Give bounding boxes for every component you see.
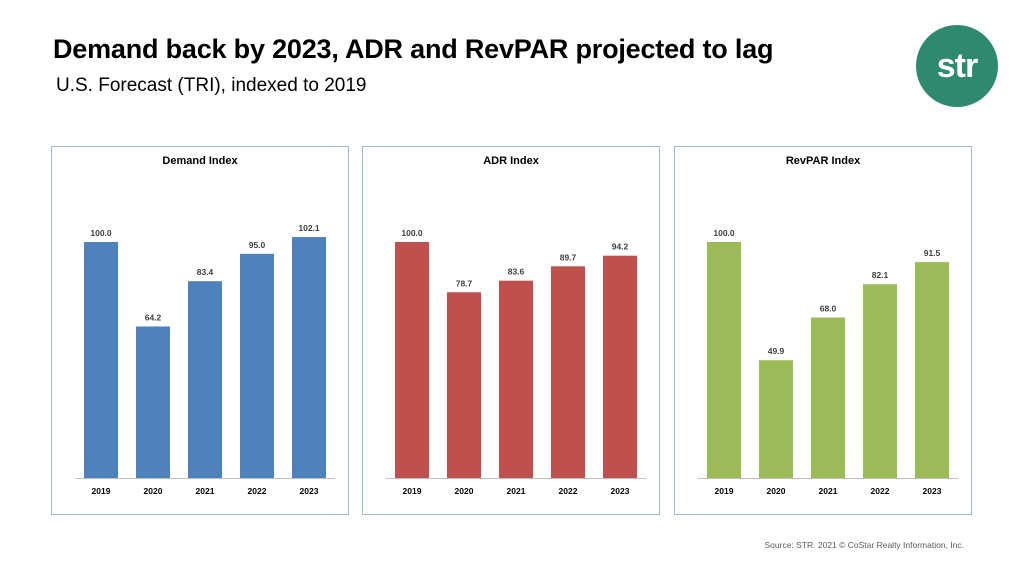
demand-chart: Demand Index 100.0 2019 64.2 2020 83.4 2021 95.… — [75, 155, 335, 496]
x-tick-2019: 2019 — [715, 486, 734, 496]
str-logo: str — [916, 25, 998, 107]
source-note: Source: STR. 2021 © CoStar Realty Inform… — [764, 540, 965, 550]
bar-2022 — [551, 266, 585, 478]
data-label-2020: 64.2 — [145, 312, 162, 322]
x-tick-2020: 2020 — [455, 486, 474, 496]
bar-2022 — [240, 253, 274, 478]
bar-2022 — [863, 284, 897, 478]
page-subtitle: U.S. Forecast (TRI), indexed to 2019 — [56, 75, 367, 96]
bar-2019 — [395, 242, 429, 478]
chart-title: RevPAR Index — [786, 155, 861, 167]
data-label-2021: 83.4 — [197, 267, 214, 277]
bar-2020 — [447, 292, 481, 478]
chart-title: ADR Index — [483, 155, 540, 167]
bar-2023 — [915, 262, 949, 478]
data-label-2022: 95.0 — [249, 240, 266, 250]
data-label-2021: 68.0 — [820, 304, 837, 314]
data-label-2019: 100.0 — [401, 228, 423, 238]
page-title: Demand back by 2023, ADR and RevPAR proj… — [53, 34, 774, 64]
bar-2021 — [499, 280, 533, 478]
bar-2023 — [603, 255, 637, 478]
chart-title: Demand Index — [162, 155, 238, 167]
data-label-2022: 89.7 — [560, 252, 577, 262]
bar-2020 — [136, 326, 170, 478]
data-label-2020: 49.9 — [768, 346, 785, 356]
revpar-chart: RevPAR Index 100.0 2019 49.9 2020 68.0 2021 82.… — [698, 155, 958, 496]
x-tick-2022: 2022 — [248, 486, 267, 496]
data-label-2021: 83.6 — [508, 267, 525, 277]
data-label-2023: 91.5 — [924, 248, 941, 258]
adr-chart: ADR Index 100.0 2019 78.7 2020 83.6 2021 89.7 20… — [386, 155, 646, 496]
x-tick-2021: 2021 — [507, 486, 526, 496]
x-tick-2023: 2023 — [300, 486, 319, 496]
x-tick-2021: 2021 — [819, 486, 838, 496]
x-tick-2022: 2022 — [559, 486, 578, 496]
x-tick-2023: 2023 — [923, 486, 942, 496]
str-logo-text: str — [936, 47, 978, 85]
data-label-2022: 82.1 — [872, 270, 889, 280]
revpar-chart-panel: RevPAR Index 100.0 2019 49.9 2020 68.0 2021 82.… — [674, 146, 972, 515]
data-label-2023: 102.1 — [298, 223, 320, 233]
x-tick-2019: 2019 — [92, 486, 111, 496]
data-label-2020: 78.7 — [456, 278, 473, 288]
bar-2021 — [811, 317, 845, 478]
data-label-2019: 100.0 — [713, 228, 735, 238]
data-label-2023: 94.2 — [612, 242, 629, 252]
bar-2019 — [707, 242, 741, 478]
x-tick-2020: 2020 — [767, 486, 786, 496]
bar-2023 — [292, 237, 326, 478]
x-tick-2021: 2021 — [196, 486, 215, 496]
adr-chart-panel: ADR Index 100.0 2019 78.7 2020 83.6 2021 89.7 20… — [362, 146, 660, 515]
demand-chart-panel: Demand Index 100.0 2019 64.2 2020 83.4 2021 95.… — [51, 146, 349, 515]
x-tick-2023: 2023 — [611, 486, 630, 496]
x-tick-2019: 2019 — [403, 486, 422, 496]
x-tick-2020: 2020 — [144, 486, 163, 496]
bar-2020 — [759, 360, 793, 478]
x-tick-2022: 2022 — [871, 486, 890, 496]
bar-2019 — [84, 242, 118, 478]
bar-2021 — [188, 281, 222, 478]
data-label-2019: 100.0 — [90, 228, 112, 238]
